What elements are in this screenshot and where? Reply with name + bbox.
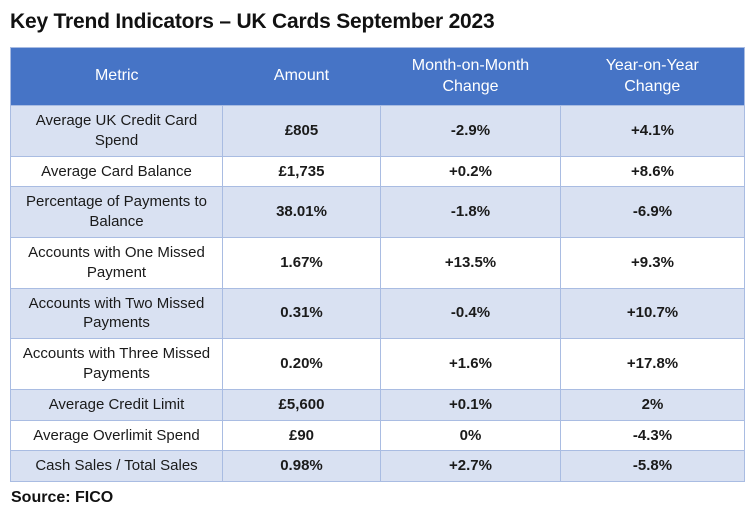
- page-title: Key Trend Indicators – UK Cards Septembe…: [10, 10, 495, 33]
- column-header-metric: Metric: [10, 47, 223, 106]
- metric-cell: Accounts with Three Missed Payments: [10, 338, 223, 390]
- yoy-change-cell: 2%: [560, 388, 745, 421]
- table-row: Average Overlimit Spend £90 0% -4.3%: [10, 419, 745, 452]
- table-row: Accounts with Two Missed Payments 0.31% -0…: [10, 287, 745, 340]
- amount-cell: £1,735: [222, 155, 381, 188]
- yoy-change-cell: -6.9%: [560, 186, 745, 238]
- source-note: Source: FICO: [11, 489, 114, 507]
- amount-cell: 0.20%: [222, 338, 381, 390]
- amount-cell: 0.31%: [222, 287, 381, 340]
- amount-cell: £805: [222, 105, 381, 157]
- mom-change-cell: -1.8%: [380, 186, 561, 238]
- mom-change-cell: +0.2%: [380, 155, 561, 188]
- yoy-change-cell: +4.1%: [560, 105, 745, 157]
- table-header-row: Metric Amount Month-on-Month Change Year…: [10, 47, 745, 106]
- yoy-change-cell: +8.6%: [560, 155, 745, 188]
- table-row: Accounts with One Missed Payment 1.67% +13…: [10, 236, 745, 289]
- amount-cell: 38.01%: [222, 186, 381, 238]
- table-row: Accounts with Three Missed Payments 0.20%…: [10, 338, 745, 390]
- page: Key Trend Indicators – UK Cards Septembe…: [10, 10, 745, 507]
- metric-cell: Average Credit Limit: [10, 388, 223, 421]
- amount-cell: 1.67%: [222, 236, 381, 289]
- yoy-change-cell: -5.8%: [560, 450, 745, 483]
- amount-cell: 0.98%: [222, 450, 381, 483]
- metric-cell: Percentage of Payments to Balance: [10, 186, 223, 238]
- table-row: Average Credit Limit £5,600 +0.1% 2%: [10, 388, 745, 421]
- table-row: Cash Sales / Total Sales 0.98% +2.7% -5.8%: [10, 450, 745, 483]
- table-body: Average UK Credit Card Spend £805 -2.9% +4.…: [10, 105, 745, 483]
- mom-change-cell: -0.4%: [380, 287, 561, 340]
- metric-cell: Accounts with One Missed Payment: [10, 236, 223, 289]
- indicators-table: Metric Amount Month-on-Month Change Year…: [10, 47, 745, 483]
- amount-cell: £5,600: [222, 388, 381, 421]
- metric-cell: Average UK Credit Card Spend: [10, 105, 223, 157]
- column-header-mom-change: Month-on-Month Change: [380, 47, 561, 106]
- mom-change-cell: +13.5%: [380, 236, 561, 289]
- metric-cell: Cash Sales / Total Sales: [10, 450, 223, 483]
- table-row: Average UK Credit Card Spend £805 -2.9% +4.…: [10, 105, 745, 157]
- yoy-change-cell: +17.8%: [560, 338, 745, 390]
- mom-change-cell: -2.9%: [380, 105, 561, 157]
- column-header-yoy-change: Year-on-Year Change: [560, 47, 745, 106]
- yoy-change-cell: +9.3%: [560, 236, 745, 289]
- mom-change-cell: +0.1%: [380, 388, 561, 421]
- metric-cell: Average Card Balance: [10, 155, 223, 188]
- yoy-change-cell: +10.7%: [560, 287, 745, 340]
- amount-cell: £90: [222, 419, 381, 452]
- metric-cell: Accounts with Two Missed Payments: [10, 287, 223, 340]
- table-row: Average Card Balance £1,735 +0.2% +8.6%: [10, 155, 745, 188]
- mom-change-cell: 0%: [380, 419, 561, 452]
- mom-change-cell: +2.7%: [380, 450, 561, 483]
- mom-change-cell: +1.6%: [380, 338, 561, 390]
- metric-cell: Average Overlimit Spend: [10, 419, 223, 452]
- table-row: Percentage of Payments to Balance 38.01% -…: [10, 186, 745, 238]
- yoy-change-cell: -4.3%: [560, 419, 745, 452]
- column-header-amount: Amount: [222, 47, 381, 106]
